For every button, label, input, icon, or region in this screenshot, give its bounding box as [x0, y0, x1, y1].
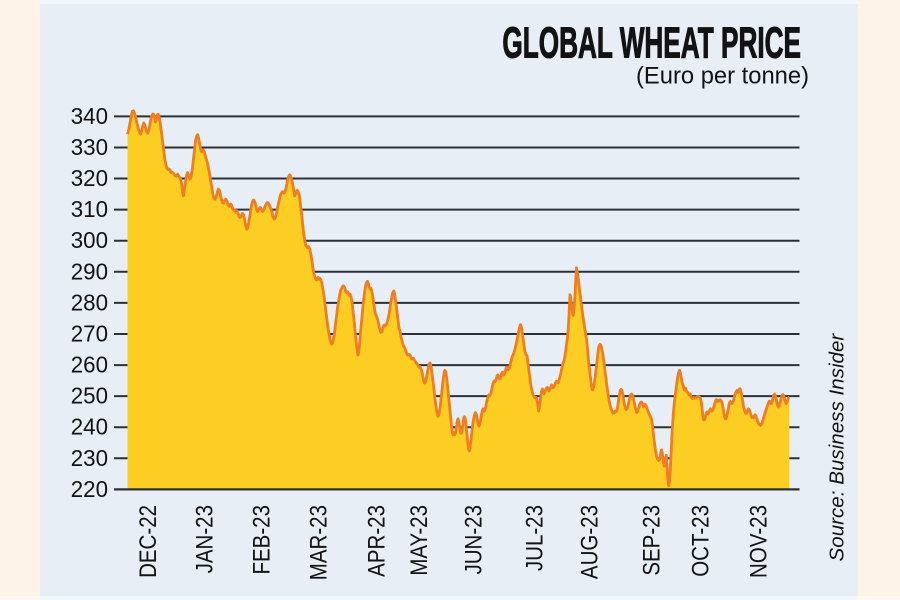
svg-text:250: 250: [71, 382, 108, 409]
svg-text:240: 240: [71, 413, 108, 440]
svg-text:OCT-23: OCT-23: [687, 505, 714, 577]
svg-text:260: 260: [71, 351, 108, 378]
svg-text:JAN-23: JAN-23: [191, 505, 218, 573]
svg-text:270: 270: [71, 320, 108, 347]
svg-text:310: 310: [71, 196, 108, 223]
svg-text:320: 320: [71, 164, 108, 191]
svg-text:230: 230: [71, 444, 108, 471]
svg-text:340: 340: [71, 102, 108, 129]
svg-text:MAY-23: MAY-23: [406, 505, 433, 576]
svg-text:(Euro per tonne): (Euro per tonne): [636, 62, 809, 89]
svg-text:GLOBAL WHEAT PRICE: GLOBAL WHEAT PRICE: [502, 19, 801, 67]
svg-text:220: 220: [71, 475, 108, 502]
svg-text:300: 300: [71, 227, 108, 254]
svg-text:JUN-23: JUN-23: [460, 505, 487, 575]
svg-text:280: 280: [71, 289, 108, 316]
svg-text:FEB-23: FEB-23: [248, 505, 275, 575]
svg-text:APR-23: APR-23: [363, 505, 390, 577]
svg-text:MAR-23: MAR-23: [305, 505, 332, 580]
svg-text:NOV-23: NOV-23: [745, 505, 772, 578]
svg-text:290: 290: [71, 258, 108, 285]
svg-text:JUL-23: JUL-23: [521, 505, 548, 571]
svg-text:DEC-22: DEC-22: [134, 505, 161, 578]
svg-text:Source: Business Insider: Source: Business Insider: [826, 333, 849, 562]
svg-text:SEP-23: SEP-23: [638, 505, 665, 576]
svg-text:AUG-23: AUG-23: [576, 505, 603, 579]
svg-text:330: 330: [71, 133, 108, 160]
